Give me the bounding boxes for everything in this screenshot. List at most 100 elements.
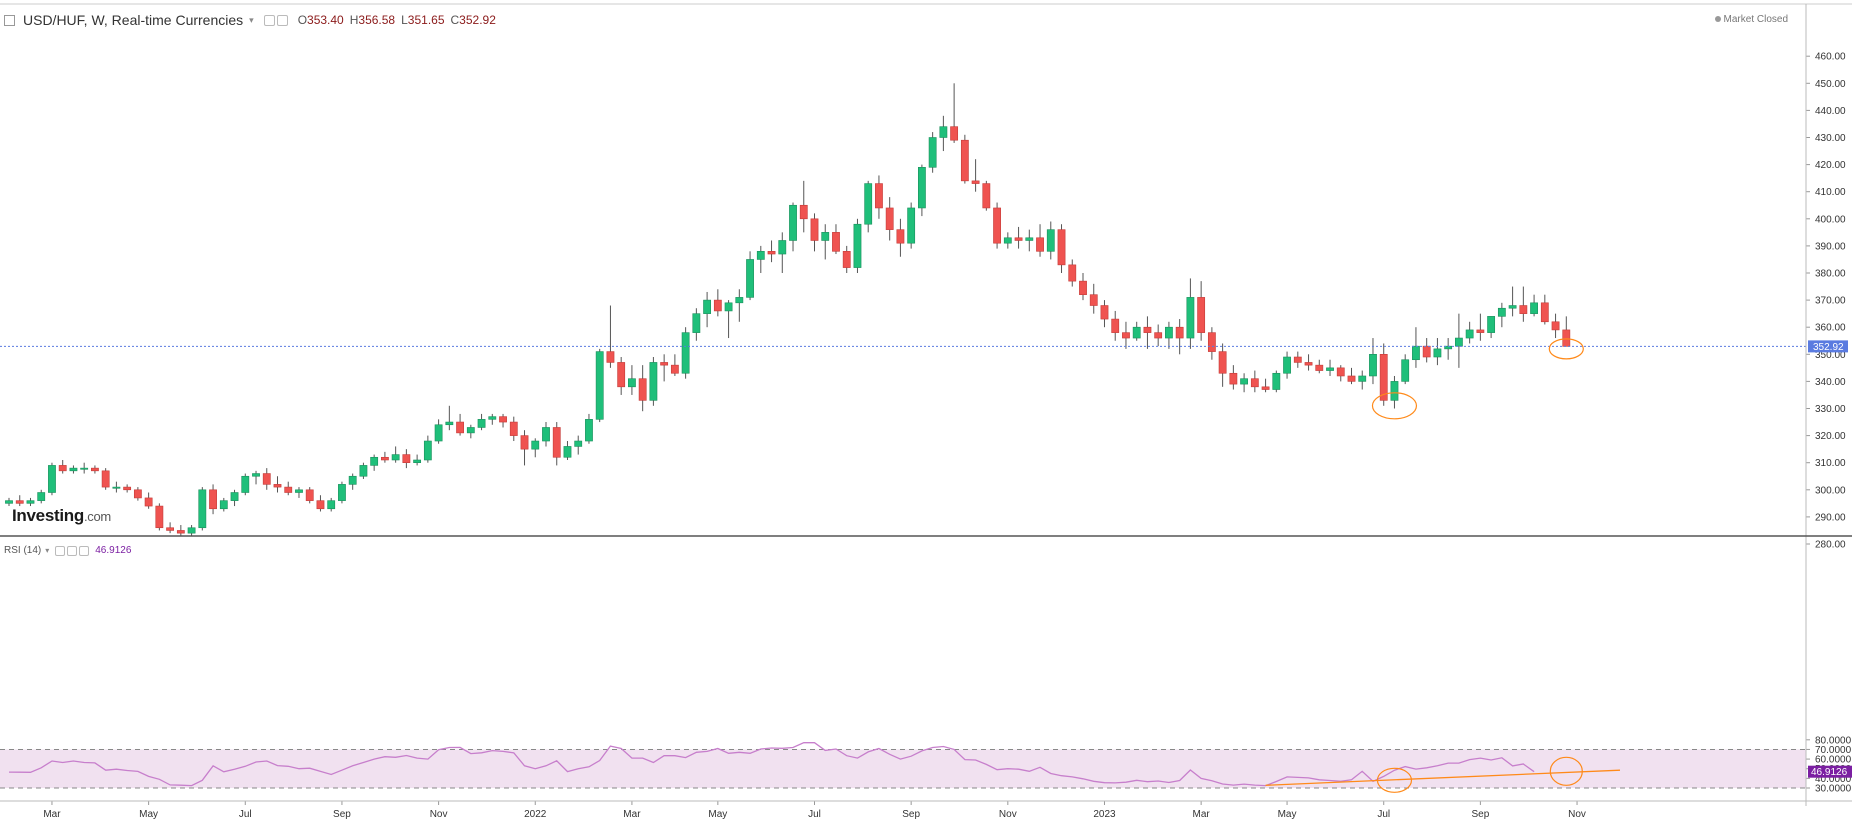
settings-icon[interactable] [67,545,78,556]
candle [1250,370,1259,393]
chevron-down-icon[interactable]: ▾ [45,546,50,555]
candle-body [520,435,529,450]
candle-body [1014,237,1023,241]
candle-body [542,427,550,442]
rsi-tool-icons[interactable] [55,545,90,556]
candle-body [531,440,540,450]
candle [1530,294,1538,317]
rsi-band-lines [0,748,1806,789]
price-tick-label: 400.00 [1815,214,1846,225]
candle-body [101,470,110,488]
candle-body [1197,297,1206,333]
candle-body [112,486,121,489]
candle [456,413,464,436]
candle [928,132,937,173]
candle-body [1401,359,1410,382]
candle [327,497,336,512]
candle [1143,316,1152,349]
candle-body [638,378,647,401]
candle-body [1003,237,1012,244]
chart-header: USD/HUF, W, Real-time Currencies ▾ O353.… [4,12,496,28]
candle-body [1476,329,1485,333]
rsi-indicator [8,742,1621,787]
candle [5,497,13,507]
candle [434,419,443,444]
ohlc-high: H356.58 [349,13,396,27]
candle-body [885,207,894,230]
symbol-title[interactable]: USD/HUF, W, Real-time Currencies [23,12,244,28]
candle [1240,373,1248,393]
rsi-value-label: 46.9126 [1811,767,1848,778]
candle-body [1079,280,1087,295]
time-axis[interactable]: Mar May Jul Sep Nov 2022 Mar May Jul Sep Nov 2023 Ma… [43,801,1586,820]
candle-body [1390,381,1399,401]
candle [960,134,969,184]
candle-body [80,467,89,470]
candle [1358,370,1367,390]
candle-body [316,500,325,510]
candle [799,180,808,233]
ohlc-open: O353.40 [297,13,344,27]
candle-body [509,421,518,436]
price-tick-label: 360.00 [1815,323,1846,334]
candle [1444,338,1453,360]
candle-body [1036,237,1044,252]
chevron-down-icon[interactable]: ▾ [249,14,254,25]
candle [477,413,486,431]
price-candles[interactable] [5,83,1571,536]
candle-body [359,465,368,477]
candle-body [273,484,282,488]
candle [703,291,711,328]
candle [896,218,905,257]
time-tick-label: Mar [43,809,61,820]
price-axis[interactable]: 280.00 290.00 300.00 310.00 320.00 330.00 340.… [1806,52,1848,551]
candle [252,470,260,485]
rsi-label[interactable]: RSI (14) [4,545,42,556]
candle-body [574,440,583,447]
close-icon[interactable] [79,545,90,556]
eye-icon[interactable] [55,545,66,556]
collapse-icon[interactable] [4,14,15,26]
candle [907,202,916,249]
candle-body [434,424,443,442]
candle [1122,321,1130,349]
price-tick-label: 380.00 [1815,269,1846,280]
price-tick-label: 300.00 [1815,485,1846,496]
candle [520,430,529,466]
candle-body [585,419,593,442]
candle [853,218,862,273]
candle-body [939,126,948,138]
eye-icon[interactable] [263,14,275,26]
candle [1347,367,1356,385]
rsi-value-tag [1808,765,1852,778]
candle-body [26,500,35,504]
candle [219,497,228,512]
candle-body [799,204,808,220]
rsi-axis[interactable]: 30.000040.000050.000060.000070.000080.00… [1806,735,1852,795]
candle [1315,359,1324,374]
candle [37,489,46,504]
settings-icon[interactable] [276,14,288,26]
candle [1197,281,1206,341]
candle-body [1283,356,1291,374]
candle-body [875,183,883,209]
candle-body [1336,367,1345,377]
candle [1046,221,1055,260]
candle-body [123,486,132,491]
price-tick-label: 450.00 [1815,79,1846,90]
candle [316,495,325,512]
candle [606,305,615,368]
price-tick-label: 440.00 [1815,106,1846,117]
candle [875,175,883,219]
candle [713,289,722,317]
candle-body [327,500,336,510]
rsi-tick-label: 80.0000 [1815,735,1852,746]
header-tool-icons[interactable] [263,14,288,26]
candle-body [144,497,153,507]
candle-body [295,489,303,493]
candle [585,413,593,444]
price-tick-label: 410.00 [1815,187,1846,198]
price-tick-label: 310.00 [1815,458,1846,469]
candle [380,451,389,463]
